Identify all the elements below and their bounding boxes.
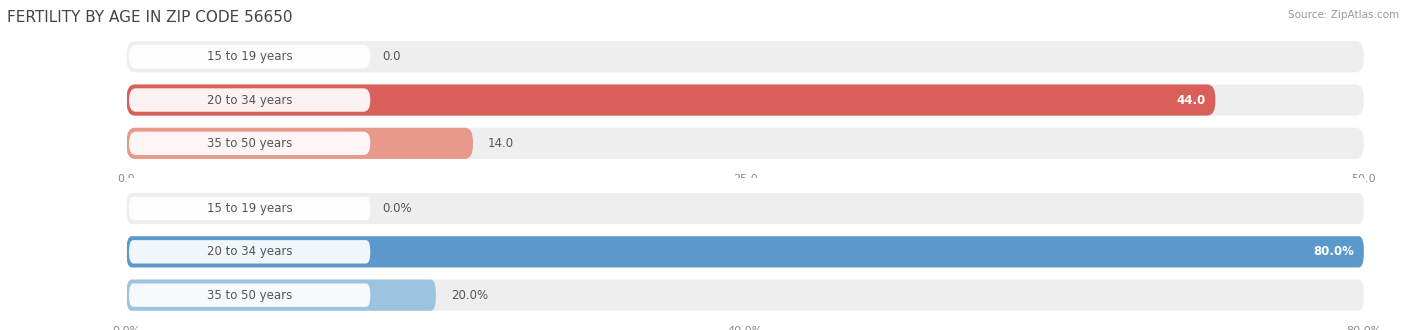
Text: 20 to 34 years: 20 to 34 years bbox=[207, 245, 292, 258]
FancyBboxPatch shape bbox=[127, 280, 1364, 311]
FancyBboxPatch shape bbox=[129, 88, 370, 112]
FancyBboxPatch shape bbox=[129, 240, 370, 264]
Text: 35 to 50 years: 35 to 50 years bbox=[207, 289, 292, 302]
FancyBboxPatch shape bbox=[127, 280, 436, 311]
Text: 15 to 19 years: 15 to 19 years bbox=[207, 50, 292, 63]
FancyBboxPatch shape bbox=[129, 283, 370, 307]
FancyBboxPatch shape bbox=[129, 197, 370, 220]
FancyBboxPatch shape bbox=[127, 193, 1364, 224]
Text: 0.0%: 0.0% bbox=[382, 202, 412, 215]
Text: 44.0: 44.0 bbox=[1177, 93, 1205, 107]
Text: 20.0%: 20.0% bbox=[451, 289, 488, 302]
Text: 20 to 34 years: 20 to 34 years bbox=[207, 93, 292, 107]
Text: 15 to 19 years: 15 to 19 years bbox=[207, 202, 292, 215]
FancyBboxPatch shape bbox=[129, 132, 370, 155]
FancyBboxPatch shape bbox=[127, 236, 1364, 267]
FancyBboxPatch shape bbox=[127, 236, 1364, 267]
Text: 0.0: 0.0 bbox=[382, 50, 401, 63]
Text: 14.0: 14.0 bbox=[488, 137, 515, 150]
FancyBboxPatch shape bbox=[127, 128, 1364, 159]
Text: 35 to 50 years: 35 to 50 years bbox=[207, 137, 292, 150]
Text: Source: ZipAtlas.com: Source: ZipAtlas.com bbox=[1288, 10, 1399, 20]
FancyBboxPatch shape bbox=[127, 84, 1215, 116]
FancyBboxPatch shape bbox=[129, 45, 370, 68]
FancyBboxPatch shape bbox=[127, 41, 1364, 72]
Text: 80.0%: 80.0% bbox=[1313, 245, 1354, 258]
FancyBboxPatch shape bbox=[127, 84, 1364, 116]
FancyBboxPatch shape bbox=[127, 128, 472, 159]
Text: FERTILITY BY AGE IN ZIP CODE 56650: FERTILITY BY AGE IN ZIP CODE 56650 bbox=[7, 10, 292, 25]
